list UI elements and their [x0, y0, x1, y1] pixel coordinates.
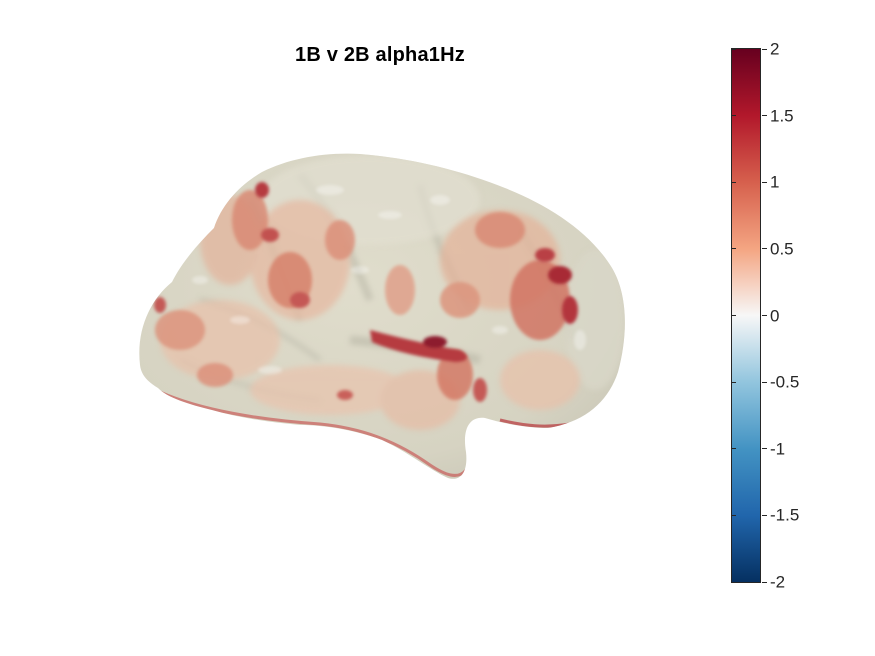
- colorbar-tick-mark: [762, 248, 767, 250]
- colorbar-tick-label: 1: [770, 172, 780, 192]
- colorbar-tick-mark-inner: [731, 48, 736, 50]
- colorbar-tick-mark: [762, 581, 767, 583]
- colorbar-tick-mark-inner: [731, 248, 736, 250]
- colorbar-tick-label: 1.5: [770, 106, 794, 126]
- colorbar-tick-mark: [762, 315, 767, 316]
- brain-fill-group: [139, 153, 625, 479]
- colorbar-tick-mark: [762, 448, 767, 450]
- colorbar-tick-mark: [762, 181, 767, 183]
- colorbar-tick-label: 0.5: [770, 239, 794, 259]
- colorbar-tick-mark-inner: [731, 315, 736, 316]
- colorbar-tick-label: -1: [770, 439, 786, 459]
- colorbar-tick-mark: [762, 48, 767, 50]
- colorbar-tick-mark: [762, 381, 767, 383]
- colorbar-tick-label: -1.5: [770, 505, 800, 525]
- colorbar-tick-mark-inner: [731, 181, 736, 183]
- colorbar-tick-mark-inner: [731, 581, 736, 583]
- gyral-sheen: [192, 185, 586, 374]
- colorbar: [731, 48, 761, 583]
- activation-strong: [154, 182, 578, 402]
- colorbar-tick-mark-inner: [731, 381, 736, 383]
- colorbar-tick-mark-inner: [731, 514, 736, 516]
- colorbar-tick-mark-inner: [731, 115, 736, 117]
- colorbar-tick-mark: [762, 514, 767, 516]
- activation-medium: [155, 190, 570, 400]
- colorbar-tick-label: -2: [770, 572, 786, 592]
- colorbar-tick-mark: [762, 115, 767, 117]
- colorbar-tick-label: 0: [770, 306, 780, 325]
- colorbar-tick-mark-inner: [731, 448, 736, 450]
- colorbar-tick-label: 2: [770, 39, 780, 59]
- activation-light: [160, 195, 580, 430]
- figure-title: 1B v 2B alpha1Hz: [295, 44, 465, 66]
- colorbar-tick-label: -0.5: [770, 372, 800, 392]
